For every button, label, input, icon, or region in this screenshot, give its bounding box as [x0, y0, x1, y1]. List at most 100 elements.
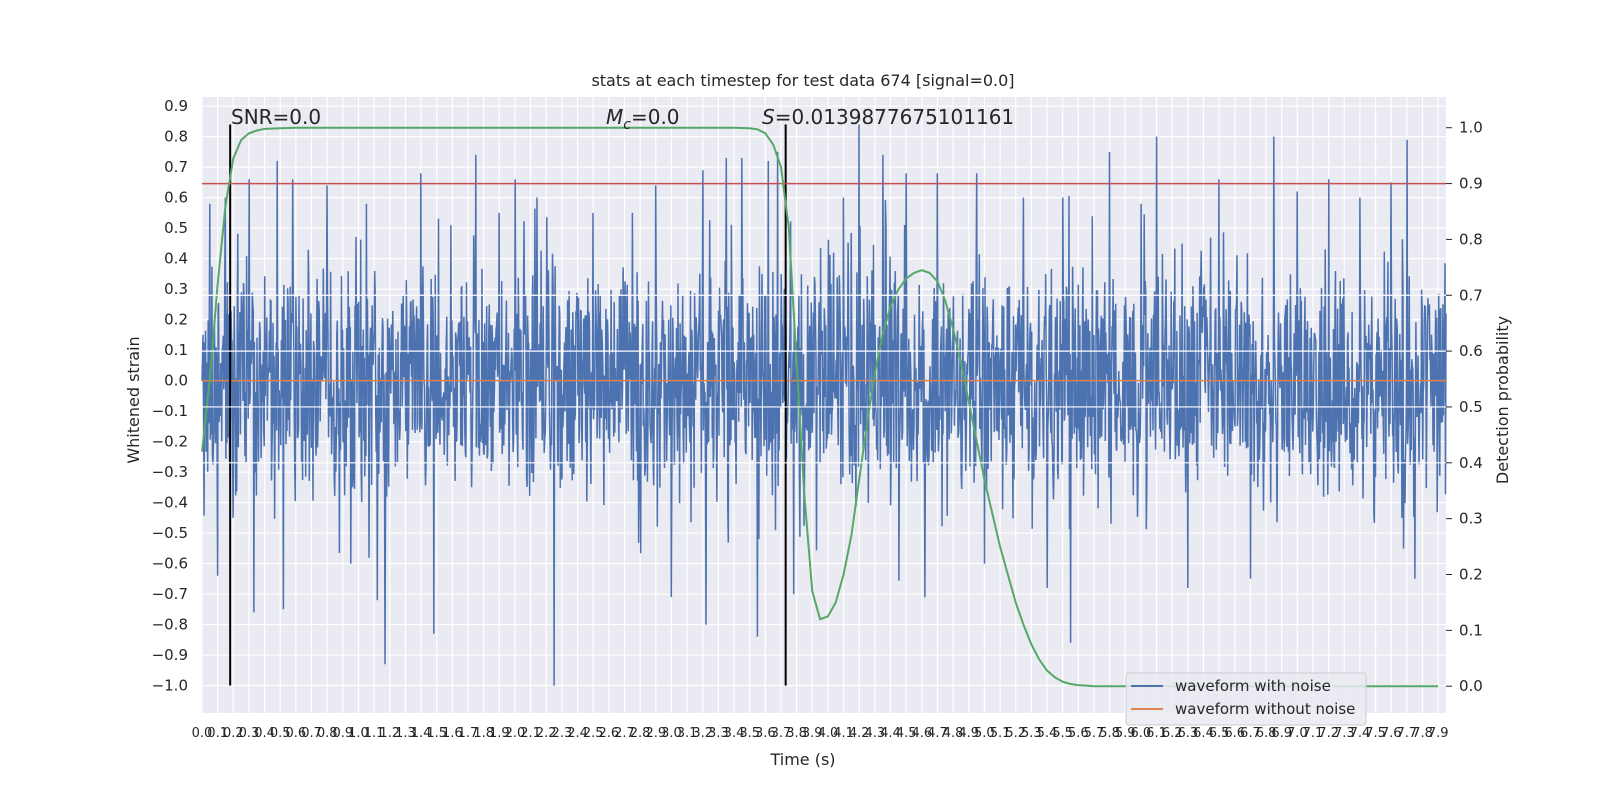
x-tick-label: 5.3: [1021, 726, 1042, 741]
y-tick-label: −0.5: [152, 524, 188, 542]
y-tick-label: −0.8: [152, 616, 188, 634]
y-tick-label: −0.2: [152, 433, 188, 451]
x-tick-label: 1.7: [458, 726, 479, 741]
y-tick-label: 0.7: [164, 158, 188, 176]
x-tick-label: 1.5: [426, 726, 447, 741]
y2-tick-label: 0.2: [1459, 565, 1483, 583]
y-tick-label: −0.6: [152, 555, 188, 573]
y2-tick-label: 0.1: [1459, 621, 1483, 639]
x-tick-label: 3.4: [724, 726, 745, 741]
y2-tick-label: 1.0: [1459, 119, 1483, 137]
x-tick-label: 3.8: [786, 726, 807, 741]
x-tick-label: 0.1: [207, 726, 228, 741]
x-tick-label: 1.2: [379, 726, 400, 741]
y-tick-label: 0.2: [164, 311, 188, 329]
y2-axis-label: Detection probability: [1493, 316, 1512, 484]
x-tick-label: 0.4: [254, 726, 275, 741]
x-tick-label: 2.2: [536, 726, 557, 741]
x-tick-label: 2.7: [614, 726, 635, 741]
x-tick-label: 7.5: [1365, 726, 1386, 741]
y-axis-label: Whitened strain: [124, 336, 143, 463]
x-tick-label: 6.2: [1162, 726, 1183, 741]
x-tick-label: 4.7: [927, 726, 948, 741]
x-tick-label: 3.7: [771, 726, 792, 741]
x-tick-label: 2.6: [598, 726, 619, 741]
y-tick-label: −0.7: [152, 585, 188, 603]
x-axis-label: Time (s): [769, 750, 835, 769]
legend-label: waveform without noise: [1175, 700, 1355, 718]
x-tick-label: 3.5: [739, 726, 760, 741]
x-tick-label: 1.4: [411, 726, 432, 741]
x-tick-label: 6.0: [1131, 726, 1152, 741]
x-tick-label: 6.5: [1209, 726, 1230, 741]
legend-box: [1125, 672, 1367, 726]
y2-tick-label: 0.0: [1459, 677, 1483, 695]
x-tick-label: 3.0: [661, 726, 682, 741]
x-tick-label: 1.9: [489, 726, 510, 741]
y-tick-label: −0.1: [152, 402, 188, 420]
x-tick-label: 0.3: [239, 726, 260, 741]
x-tick-label: 5.9: [1115, 726, 1136, 741]
legend-label: waveform with noise: [1175, 677, 1331, 695]
x-tick-label: 5.8: [1099, 726, 1120, 741]
x-tick-label: 1.1: [364, 726, 385, 741]
x-tick-label: 6.9: [1271, 726, 1292, 741]
x-tick-label: 6.8: [1256, 726, 1277, 741]
x-tick-label: 7.2: [1318, 726, 1339, 741]
x-tick-label: 0.6: [286, 726, 307, 741]
x-tick-label: 4.8: [943, 726, 964, 741]
x-tick-label: 5.7: [1084, 726, 1105, 741]
series-detection-probability: [201, 126, 1439, 688]
x-tick-label: 6.1: [1146, 726, 1167, 741]
x-tick-label: 4.9: [958, 726, 979, 741]
x-tick-label: 7.6: [1381, 726, 1402, 741]
x-tick-label: 1.0: [348, 726, 369, 741]
x-tick-label: 4.0: [818, 726, 839, 741]
x-tick-label: 5.2: [1005, 726, 1026, 741]
x-tick-label: 1.3: [395, 726, 416, 741]
y2-tick-label: 0.7: [1459, 286, 1483, 304]
y-tick-label: −0.3: [152, 463, 188, 481]
y-tick-label: 0.9: [164, 97, 188, 115]
x-tick-label: 0.7: [301, 726, 322, 741]
x-tick-label: 5.4: [1037, 726, 1058, 741]
y2-tick-label: 0.6: [1459, 342, 1483, 360]
y2-tick-label: 0.3: [1459, 510, 1483, 528]
y-tick-label: 0.3: [164, 280, 188, 298]
x-tick-label: 4.2: [849, 726, 870, 741]
x-tick-label: 3.2: [692, 726, 713, 741]
x-tick-label: 2.5: [583, 726, 604, 741]
x-tick-label: 5.0: [974, 726, 995, 741]
y2-tick-label: 0.5: [1459, 398, 1483, 416]
x-tick-label: 7.3: [1334, 726, 1355, 741]
x-tick-label: 6.6: [1224, 726, 1245, 741]
y2-tick-label: 0.9: [1459, 175, 1483, 193]
y-tick-label: 0.6: [164, 189, 188, 207]
legend: waveform with noise waveform without nois…: [1125, 672, 1367, 726]
x-tick-label: 6.7: [1240, 726, 1261, 741]
y-tick-label: 0.1: [164, 341, 188, 359]
annotation-chirp-mass: Mc=0.0: [606, 105, 680, 133]
x-tick-label: 2.9: [645, 726, 666, 741]
x-tick-label: 2.0: [505, 726, 526, 741]
x-tick-label: 7.1: [1303, 726, 1324, 741]
x-tick-label: 4.3: [865, 726, 886, 741]
y2-tick-label: 0.4: [1459, 454, 1483, 472]
x-tick-label: 7.8: [1412, 726, 1433, 741]
x-tick-label: 0.8: [317, 726, 338, 741]
y2-tick-label: 0.8: [1459, 230, 1483, 248]
x-tick-label: 5.6: [1068, 726, 1089, 741]
y-tick-label: 0.4: [164, 250, 188, 268]
y-tick-label: 0.0: [164, 372, 188, 390]
x-tick-label: 4.4: [880, 726, 901, 741]
x-tick-label: 2.8: [630, 726, 651, 741]
x-tick-label: 5.5: [1052, 726, 1073, 741]
annotation-snr: SNR=0.0: [231, 105, 321, 129]
x-tick-label: 6.4: [1193, 726, 1214, 741]
x-tick-label: 3.1: [677, 726, 698, 741]
x-tick-label: 0.9: [332, 726, 353, 741]
x-tick-label: 1.6: [442, 726, 463, 741]
x-tick-label: 4.1: [833, 726, 854, 741]
x-tick-label: 3.6: [755, 726, 776, 741]
